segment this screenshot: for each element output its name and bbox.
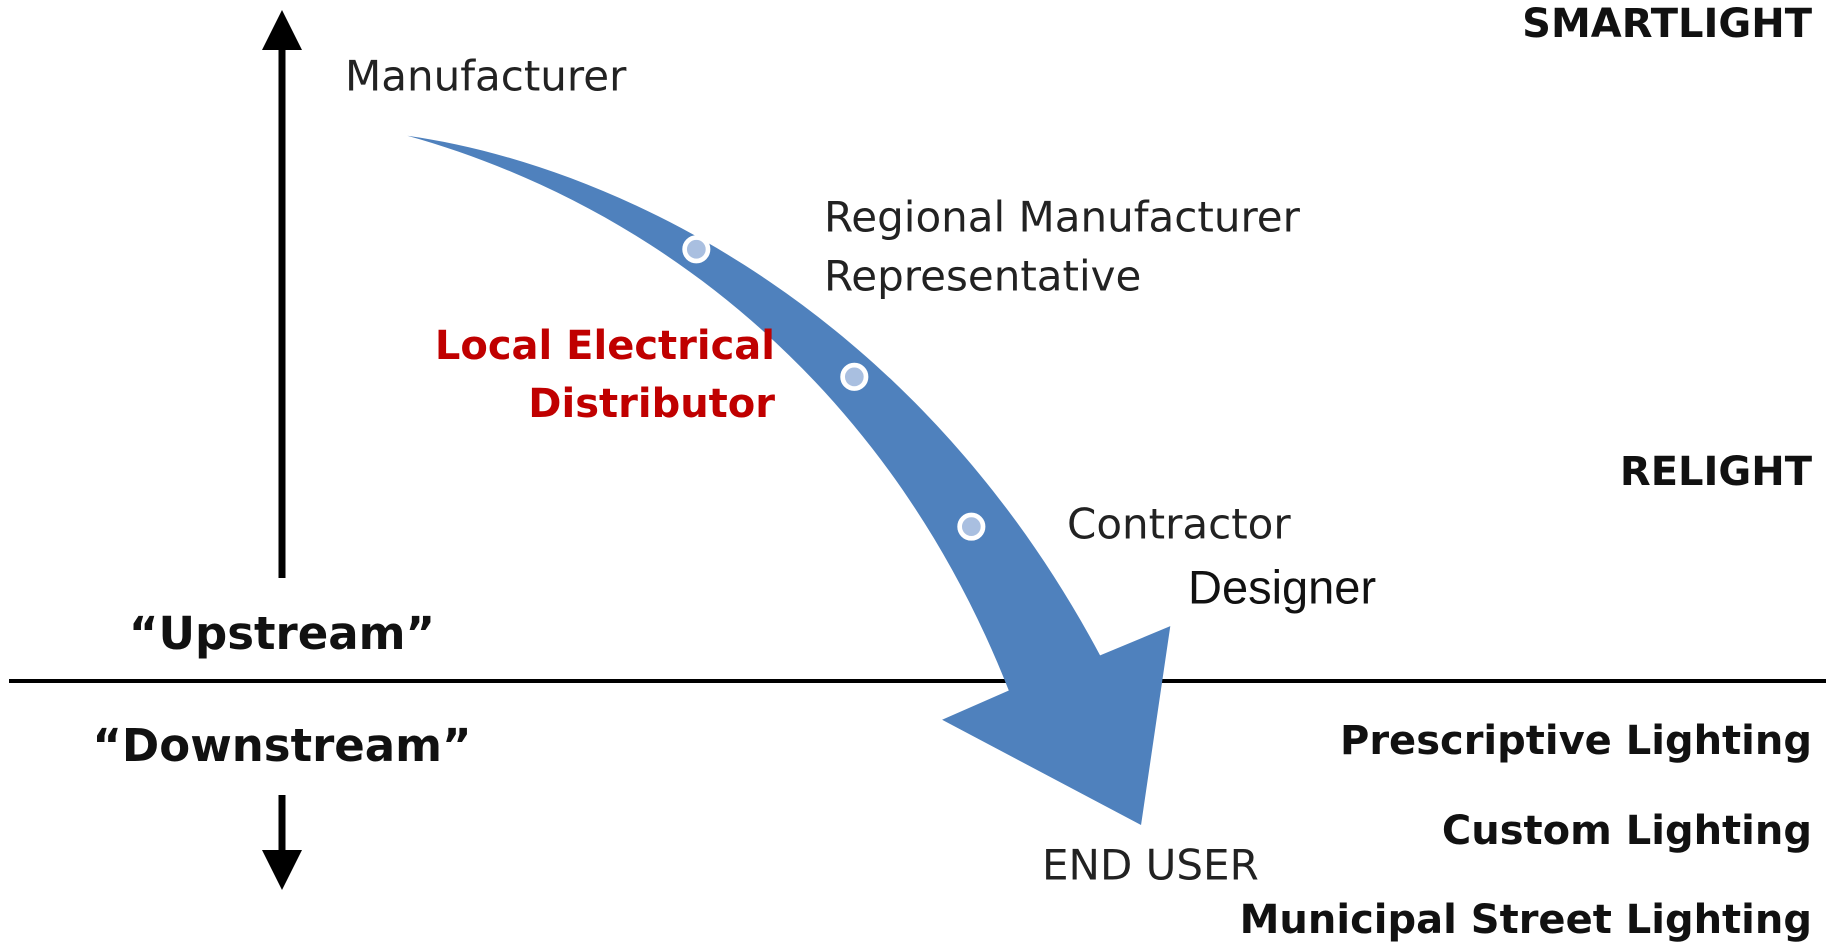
node-label: Contractor	[1067, 500, 1291, 549]
program-label: RELIGHT	[1620, 449, 1813, 495]
node-label: Representative	[824, 252, 1141, 301]
chain-dot	[682, 235, 711, 264]
curved-arrow	[407, 135, 1171, 826]
highlight-label: Distributor	[528, 381, 775, 427]
highlight-label: Local Electrical	[435, 323, 775, 369]
program-label: Prescriptive Lighting	[1340, 718, 1812, 764]
node-label: Regional Manufacturer	[824, 193, 1301, 242]
downstream-label: “Downstream”	[92, 719, 471, 772]
program-label: SMARTLIGHT	[1522, 1, 1813, 47]
program-label: Municipal Street Lighting	[1240, 897, 1812, 943]
node-label: END USER	[1042, 841, 1259, 890]
program-label: Custom Lighting	[1442, 808, 1812, 854]
downstream-arrow-head	[262, 850, 302, 890]
chain-dot	[840, 362, 869, 391]
supply-chain-arrow	[407, 135, 1171, 826]
upstream-arrow-head	[262, 10, 302, 50]
node-label: Manufacturer	[345, 52, 627, 101]
upstream-label: “Upstream”	[129, 607, 435, 660]
node-label: Designer	[1188, 560, 1376, 613]
chain-dot	[957, 512, 986, 541]
